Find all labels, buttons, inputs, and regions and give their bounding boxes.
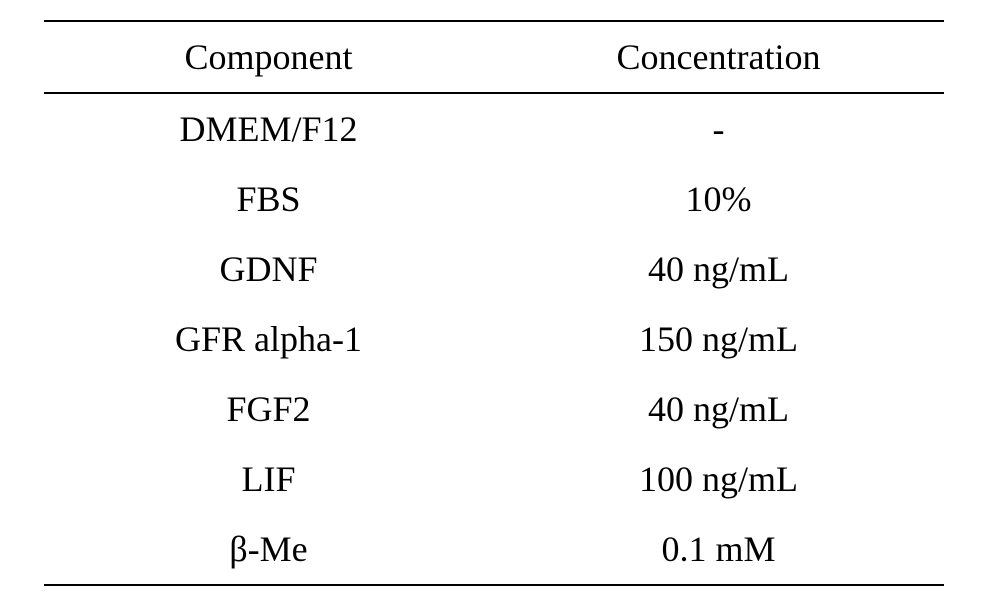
cell-component: GDNF — [44, 234, 494, 304]
components-table: Component Concentration DMEM/F12 - FBS 1… — [44, 20, 944, 586]
table-body: DMEM/F12 - FBS 10% GDNF 40 ng/mL GFR alp… — [44, 93, 944, 585]
cell-concentration: 150 ng/mL — [494, 304, 944, 374]
cell-concentration: 0.1 mM — [494, 514, 944, 585]
cell-concentration: 100 ng/mL — [494, 444, 944, 514]
table-row: LIF 100 ng/mL — [44, 444, 944, 514]
cell-concentration: - — [494, 93, 944, 164]
cell-component: FGF2 — [44, 374, 494, 444]
table-row: GFR alpha-1 150 ng/mL — [44, 304, 944, 374]
table-header: Component Concentration — [44, 21, 944, 93]
table-row: FGF2 40 ng/mL — [44, 374, 944, 444]
table-header-row: Component Concentration — [44, 21, 944, 93]
cell-concentration: 40 ng/mL — [494, 234, 944, 304]
cell-concentration: 40 ng/mL — [494, 374, 944, 444]
cell-concentration: 10% — [494, 164, 944, 234]
table-row: GDNF 40 ng/mL — [44, 234, 944, 304]
cell-component: FBS — [44, 164, 494, 234]
cell-component: LIF — [44, 444, 494, 514]
table-row: β-Me 0.1 mM — [44, 514, 944, 585]
cell-component: β-Me — [44, 514, 494, 585]
table-row: FBS 10% — [44, 164, 944, 234]
cell-component: GFR alpha-1 — [44, 304, 494, 374]
cell-component: DMEM/F12 — [44, 93, 494, 164]
column-header-component: Component — [44, 21, 494, 93]
table-row: DMEM/F12 - — [44, 93, 944, 164]
column-header-concentration: Concentration — [494, 21, 944, 93]
